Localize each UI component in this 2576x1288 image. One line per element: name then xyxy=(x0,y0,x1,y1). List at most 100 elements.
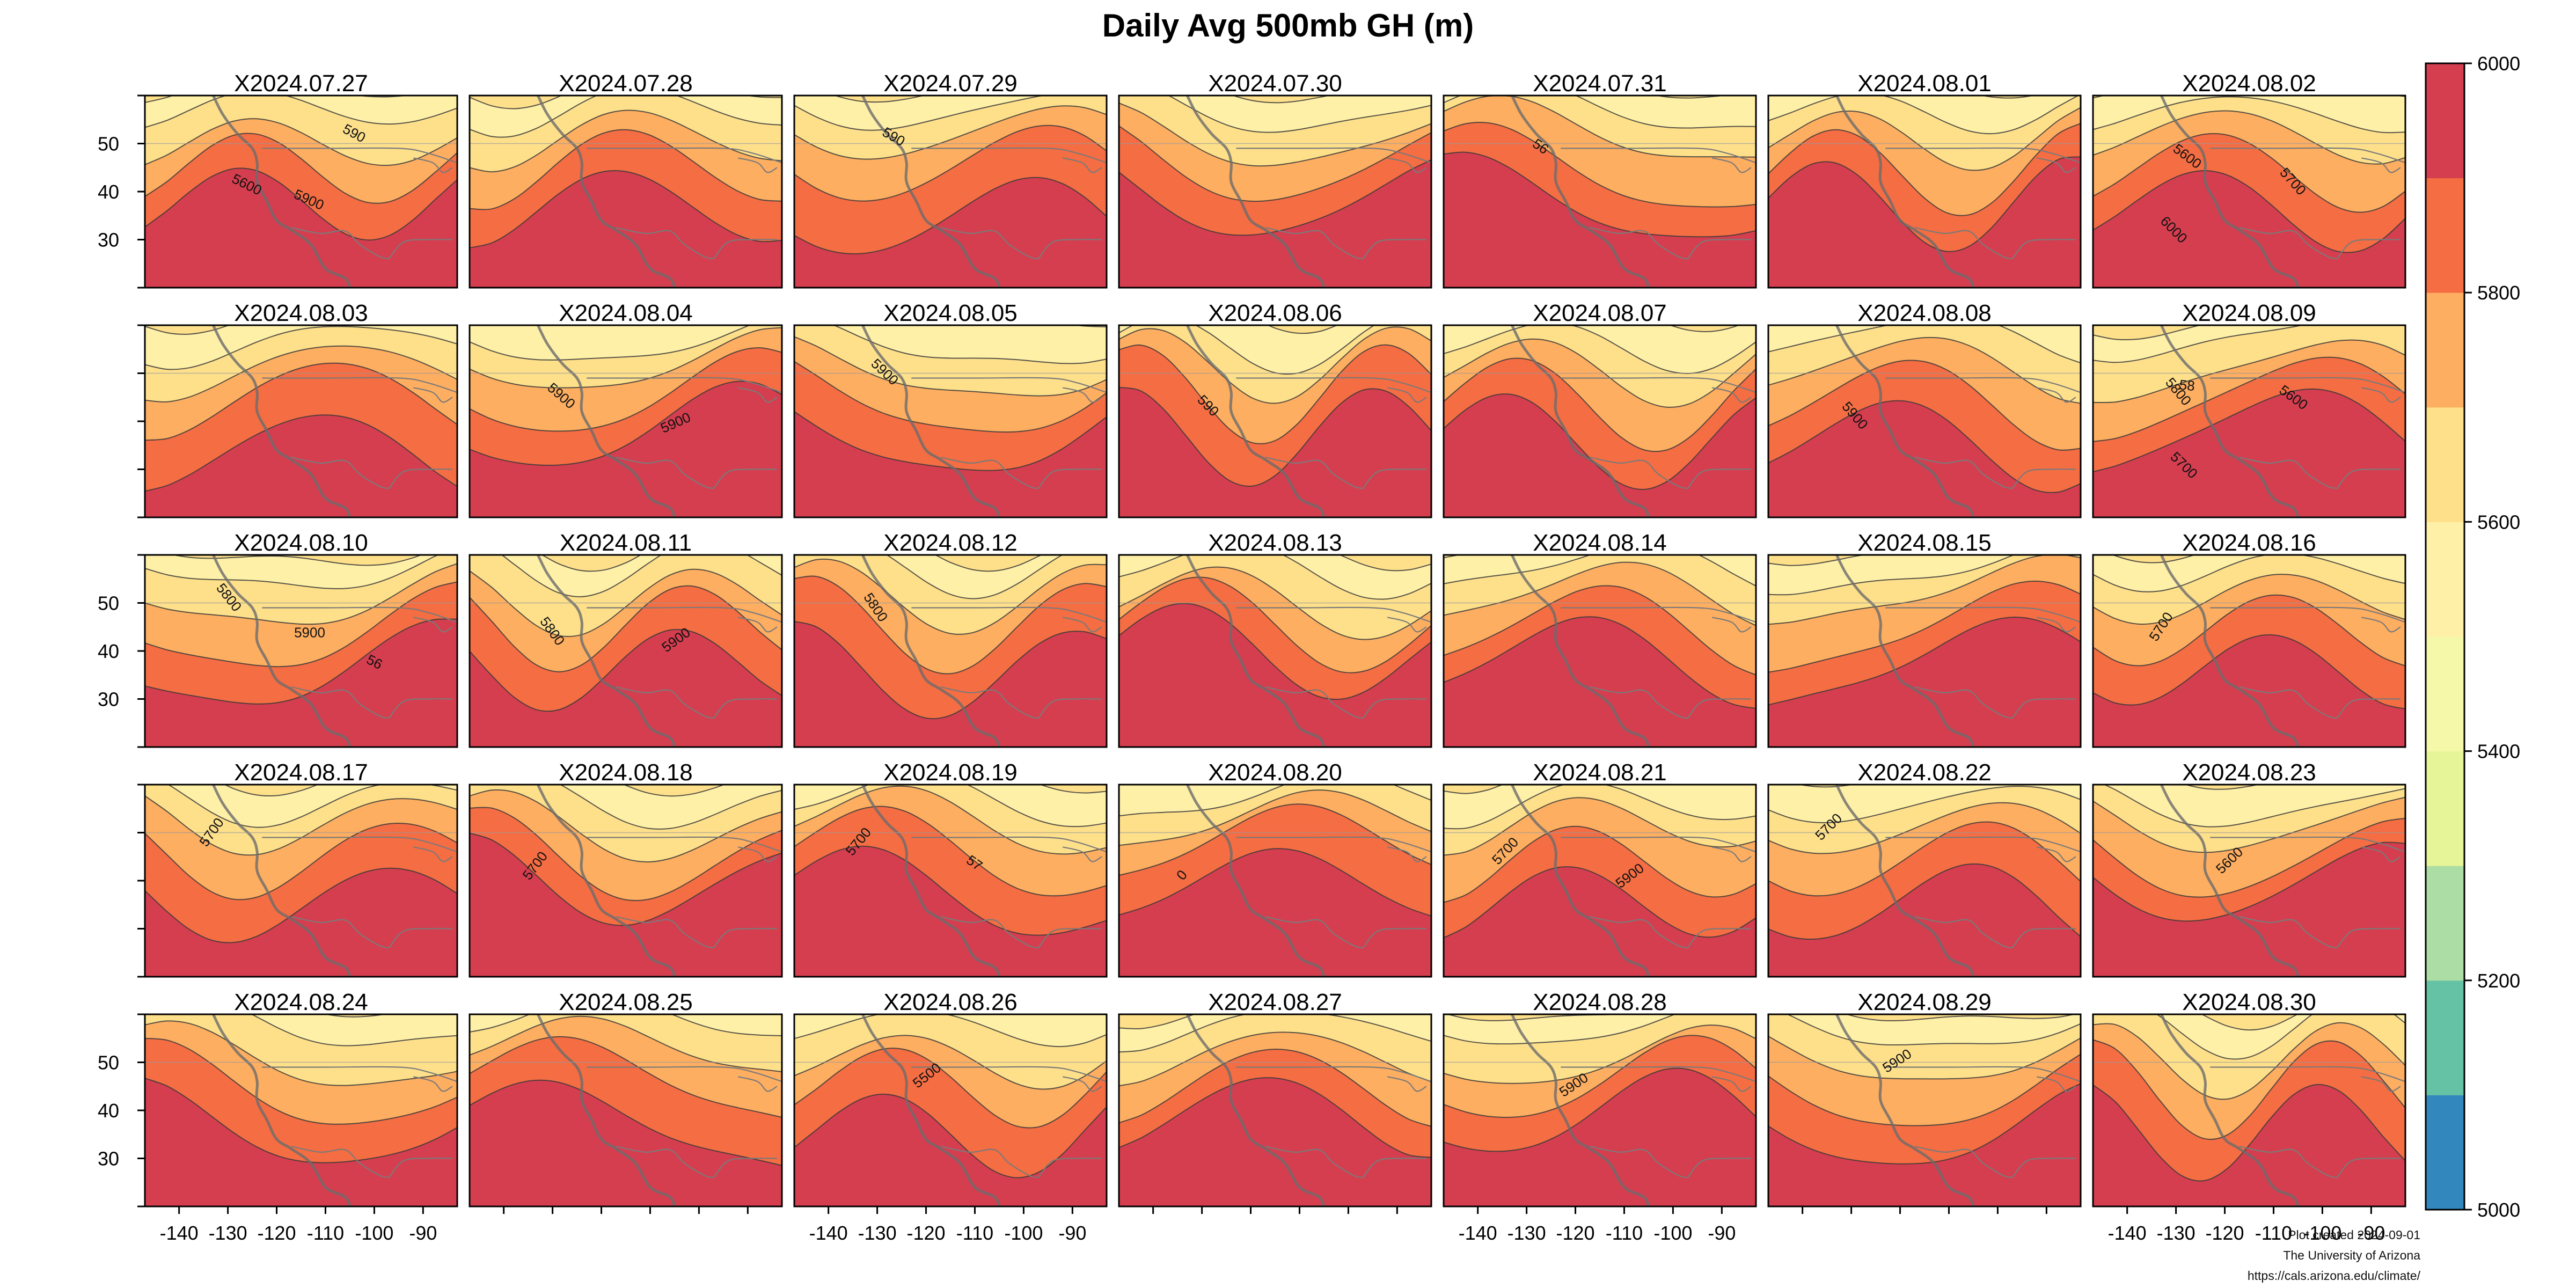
panel-frame xyxy=(793,94,1108,289)
x-tick-label: -100 xyxy=(1004,1222,1043,1244)
y-tick-label: 40 xyxy=(98,1100,119,1122)
panel: X2024.07.28 xyxy=(469,70,783,289)
panel-title: X2024.08.30 xyxy=(2182,989,2316,1015)
y-tick-label: 30 xyxy=(98,229,119,251)
panel-title: X2024.08.04 xyxy=(559,300,693,326)
panel-title: X2024.08.09 xyxy=(2182,300,2316,326)
panel: X2024.08.13 xyxy=(1118,530,1432,748)
colorbar-tick-label: 5600 xyxy=(2477,511,2520,533)
panel-title: X2024.08.06 xyxy=(1208,300,1342,326)
y-tick-label: 50 xyxy=(98,592,119,614)
y-tick-label: 30 xyxy=(98,689,119,711)
x-tick-label: -100 xyxy=(1653,1222,1692,1244)
panel-title: X2024.08.22 xyxy=(1857,759,1992,786)
panel-frame xyxy=(1118,324,1432,518)
panel-frame xyxy=(469,554,783,748)
panel-frame xyxy=(793,554,1108,748)
colorbar-frame xyxy=(2425,62,2465,1211)
colorbar-segment xyxy=(2426,63,2464,179)
colorbar-segment xyxy=(2426,980,2464,1095)
colorbar: 5000 5200 5400 5600 5800 6000 xyxy=(2425,53,2520,1221)
panel-title: X2024.08.17 xyxy=(234,759,368,786)
x-tick-label: -130 xyxy=(2157,1222,2196,1244)
panel: X2024.08.25 xyxy=(469,989,783,1214)
panel-title: X2024.08.27 xyxy=(1208,989,1342,1015)
panel-frame xyxy=(1443,784,1757,978)
panel: X2024.08.14 xyxy=(1443,530,1757,748)
panel-frame xyxy=(1767,324,2082,518)
x-tick-label: -120 xyxy=(2206,1222,2244,1244)
colorbar-tick-label: 6000 xyxy=(2477,53,2520,75)
colorbar-segment xyxy=(2426,292,2464,408)
panel-frame xyxy=(1118,94,1432,289)
panel-frame xyxy=(1443,94,1757,289)
panel-frame xyxy=(1767,554,2082,748)
x-tick-label: -100 xyxy=(2303,1222,2341,1244)
panel-frame xyxy=(1767,784,2082,978)
panel: X2024.08.15 xyxy=(1767,530,2082,748)
panel: X2024.08.03 xyxy=(137,300,458,518)
colorbar-tick-label: 5000 xyxy=(2477,1199,2520,1221)
x-tick-label: -140 xyxy=(809,1222,848,1244)
colorbar-segment xyxy=(2426,522,2464,637)
panel-title: X2024.08.12 xyxy=(883,530,1018,556)
panel-title: X2024.08.16 xyxy=(2182,530,2316,556)
x-tick-label: -130 xyxy=(209,1222,247,1244)
panel: X2024.08.01 xyxy=(1767,70,2082,289)
colorbar-tick-label: 5800 xyxy=(2477,282,2520,304)
panel-frame xyxy=(1118,784,1432,978)
panel-frame xyxy=(793,1013,1108,1208)
contour-label: 5900 xyxy=(294,625,325,641)
panel-title: X2024.08.20 xyxy=(1208,759,1342,786)
colorbar-segment xyxy=(2426,751,2464,866)
colorbar-segment xyxy=(2426,1095,2464,1210)
x-tick-label: -110 xyxy=(1606,1222,1643,1244)
panel-frame xyxy=(1443,324,1757,518)
panel-title: X2024.08.14 xyxy=(1533,530,1667,556)
x-tick-label: -90 xyxy=(2357,1222,2385,1244)
panels: 56005900590X2024.07.27304050X2024.07.285… xyxy=(98,70,2406,1244)
x-tick-label: -90 xyxy=(1708,1222,1736,1244)
panel-title: X2024.08.03 xyxy=(234,300,368,326)
figure-title: Daily Avg 500mb GH (m) xyxy=(1102,8,1474,43)
panel-frame xyxy=(2092,554,2406,748)
panel-frame xyxy=(469,94,783,289)
x-tick-label: -90 xyxy=(1058,1222,1086,1244)
panel-frame xyxy=(2092,784,2406,978)
panel: X2024.08.24 30 40 50 -140 -130 -120 -110 -100 -90 xyxy=(98,989,458,1244)
panel-frame xyxy=(1767,94,2082,289)
panel-frame xyxy=(1443,1013,1757,1208)
panel-title: X2024.08.29 xyxy=(1857,989,1992,1015)
x-tick-label: -140 xyxy=(160,1222,199,1244)
panel-frame xyxy=(793,324,1108,518)
panel-title: X2024.08.11 xyxy=(560,530,692,556)
panel-frame xyxy=(1443,554,1757,748)
panel-frame xyxy=(469,784,783,978)
colorbar-tick-label: 5200 xyxy=(2477,970,2520,992)
x-tick-label: -100 xyxy=(355,1222,393,1244)
x-tick-label: -110 xyxy=(2255,1222,2292,1244)
panel-frame xyxy=(1118,554,1432,748)
panel-frame xyxy=(2092,1013,2406,1208)
panel-title: X2024.08.08 xyxy=(1857,300,1992,326)
panel-frame xyxy=(2092,94,2406,289)
x-tick-label: -130 xyxy=(858,1222,897,1244)
x-tick-label: -90 xyxy=(409,1222,437,1244)
